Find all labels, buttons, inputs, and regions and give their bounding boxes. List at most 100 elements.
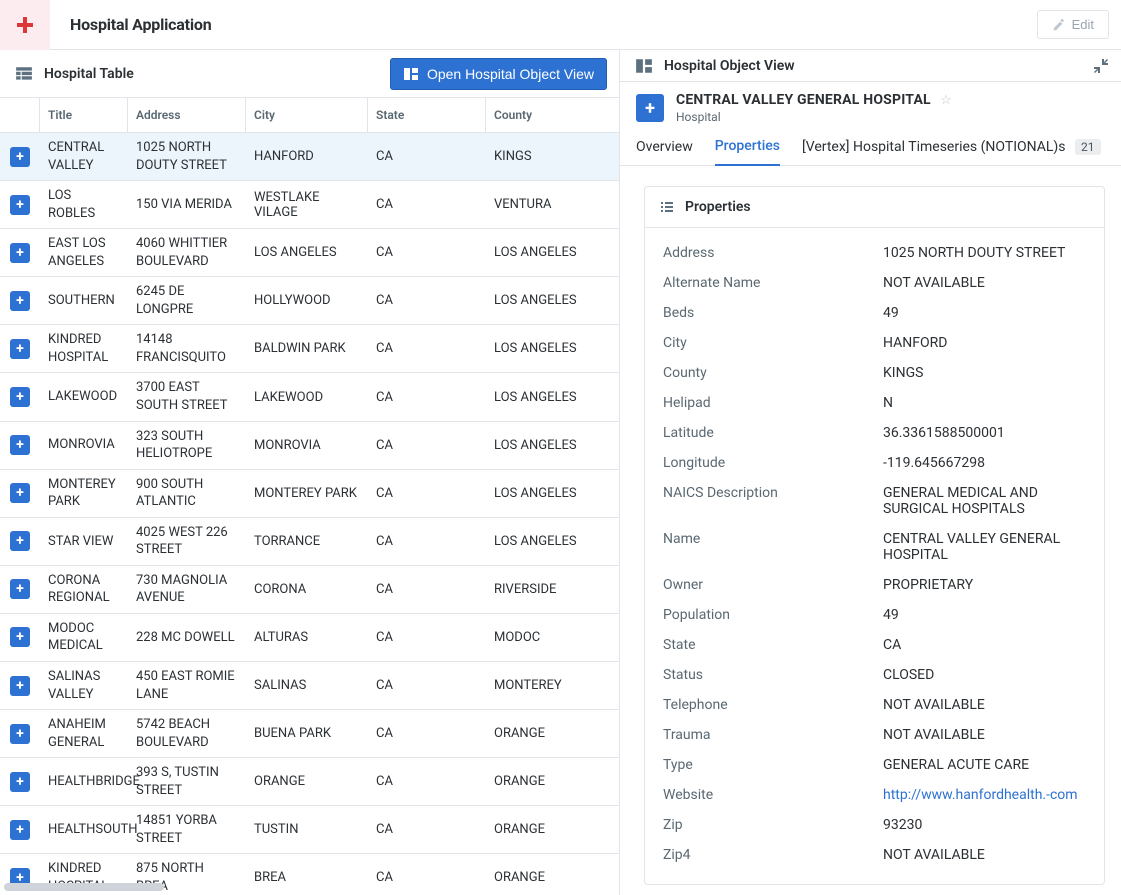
plus-icon[interactable]: + [10, 772, 30, 792]
horizontal-scrollbar[interactable] [4, 883, 164, 891]
property-label: Website [663, 787, 883, 803]
table-row[interactable]: +MONROVIA323 SOUTH HELIOTROPEMONROVIACAL… [0, 422, 619, 470]
property-value[interactable]: http://www.hanfordhealth.-com [883, 787, 1086, 803]
plus-icon[interactable]: + [10, 243, 30, 263]
cell-address: 150 VIA MERIDA [128, 190, 246, 220]
list-icon [659, 199, 675, 215]
table-row[interactable]: +KINDRED HOSPITAL14148 FRANCISQUITOBALDW… [0, 325, 619, 373]
table-icon [12, 65, 36, 83]
property-row: HelipadN [663, 388, 1086, 418]
table-row[interactable]: +LAKEWOOD3700 EAST SOUTH STREETLAKEWOODC… [0, 373, 619, 421]
table-row[interactable]: +ANAHEIM GENERAL5742 BEACH BOULEVARDBUEN… [0, 710, 619, 758]
plus-icon[interactable]: + [10, 147, 30, 167]
property-row: OwnerPROPRIETARY [663, 570, 1086, 600]
property-value: NOT AVAILABLE [883, 275, 1086, 291]
plus-icon[interactable]: + [10, 724, 30, 744]
app-logo-icon [0, 0, 50, 50]
cell-county: ORANGE [486, 816, 604, 843]
plus-icon[interactable]: + [10, 483, 30, 503]
table-row[interactable]: +LOS ROBLES150 VIA MERIDAWESTLAKE VILAGE… [0, 181, 619, 229]
cell-county: RIVERSIDE [486, 576, 604, 603]
plus-icon[interactable]: + [10, 820, 30, 840]
plus-icon[interactable]: + [10, 339, 30, 359]
cell-city: ALTURAS [246, 624, 368, 651]
tab-overview[interactable]: Overview [636, 139, 693, 165]
table-column-header: Title Address City State County [0, 98, 619, 133]
property-value: CA [883, 637, 1086, 653]
col-address[interactable]: Address [128, 98, 246, 132]
table-body: +CENTRAL VALLEY1025 NORTH DOUTY STREETHA… [0, 133, 619, 895]
plus-icon[interactable]: + [10, 195, 30, 215]
property-label: Population [663, 607, 883, 623]
cell-title: SALINAS VALLEY [40, 662, 128, 709]
col-city[interactable]: City [246, 98, 368, 132]
cell-title: CENTRAL VALLEY [40, 133, 128, 180]
right-panel: Hospital Object View + CENTRAL VALLEY GE… [620, 50, 1121, 895]
cell-state: CA [368, 191, 486, 218]
plus-icon[interactable]: + [10, 579, 30, 599]
property-label: Type [663, 757, 883, 773]
property-label: Status [663, 667, 883, 683]
col-county[interactable]: County [486, 98, 604, 132]
cell-county: LOS ANGELES [486, 287, 604, 314]
cell-title: HEALTHSOUTH [40, 815, 128, 845]
properties-card-title: Properties [685, 199, 751, 215]
cell-city: TORRANCE [246, 528, 368, 555]
table-row[interactable]: +MODOC MEDICAL228 MC DOWELLALTURASCAMODO… [0, 614, 619, 662]
cell-address: 323 SOUTH HELIOTROPE [128, 422, 246, 469]
cell-state: CA [368, 143, 486, 170]
cell-county: MONTEREY [486, 672, 604, 699]
plus-icon[interactable]: + [10, 387, 30, 407]
table-row[interactable]: +SOUTHERN6245 DE LONGPREHOLLYWOODCALOS A… [0, 277, 619, 325]
top-bar: Hospital Application Edit [0, 0, 1121, 50]
plus-icon[interactable]: + [10, 435, 30, 455]
table-row[interactable]: +STAR VIEW4025 WEST 226 STREETTORRANCECA… [0, 518, 619, 566]
cell-county: VENTURA [486, 191, 604, 218]
tab-timeseries[interactable]: [Vertex] Hospital Timeseries (NOTIONAL)s… [802, 139, 1101, 165]
table-row[interactable]: +SALINAS VALLEY450 EAST ROMIE LANESALINA… [0, 662, 619, 710]
property-value: CENTRAL VALLEY GENERAL HOSPITAL [883, 531, 1086, 563]
cell-city: BUENA PARK [246, 720, 368, 747]
table-row[interactable]: +EAST LOS ANGELES4060 WHITTIER BOULEVARD… [0, 229, 619, 277]
tab-properties[interactable]: Properties [715, 138, 780, 166]
property-value: NOT AVAILABLE [883, 847, 1086, 863]
property-label: Alternate Name [663, 275, 883, 291]
cell-address: 6245 DE LONGPRE [128, 277, 246, 324]
property-label: County [663, 365, 883, 381]
col-state[interactable]: State [368, 98, 486, 132]
table-row[interactable]: +HEALTHBRIDGE393 S, TUSTIN STREETORANGEC… [0, 758, 619, 806]
plus-icon[interactable]: + [10, 627, 30, 647]
cell-title: ANAHEIM GENERAL [40, 710, 128, 757]
property-row: Address1025 NORTH DOUTY STREET [663, 238, 1086, 268]
plus-icon[interactable]: + [10, 531, 30, 551]
table-row[interactable]: +MONTEREY PARK900 SOUTH ATLANTICMONTEREY… [0, 470, 619, 518]
object-badge-icon: + [636, 94, 664, 122]
cell-city: LAKEWOOD [246, 384, 368, 411]
property-label: Address [663, 245, 883, 261]
cell-city: HOLLYWOOD [246, 287, 368, 314]
table-row[interactable]: +HEALTHSOUTH14851 YORBA STREETTUSTINCAOR… [0, 806, 619, 854]
open-object-view-button[interactable]: Open Hospital Object View [390, 58, 607, 90]
cell-county: KINGS [486, 143, 604, 170]
table-row[interactable]: +CORONA REGIONAL730 MAGNOLIA AVENUECORON… [0, 566, 619, 614]
cell-address: 3700 EAST SOUTH STREET [128, 373, 246, 420]
properties-card: Properties Address1025 NORTH DOUTY STREE… [644, 186, 1105, 885]
cell-address: 4060 WHITTIER BOULEVARD [128, 229, 246, 276]
property-value: NOT AVAILABLE [883, 727, 1086, 743]
table-row[interactable]: +CENTRAL VALLEY1025 NORTH DOUTY STREETHA… [0, 133, 619, 181]
edit-button[interactable]: Edit [1037, 10, 1109, 39]
cell-city: LOS ANGELES [246, 239, 368, 266]
plus-icon[interactable]: + [10, 676, 30, 696]
property-label: Longitude [663, 455, 883, 471]
cell-state: CA [368, 624, 486, 651]
star-icon[interactable]: ☆ [940, 93, 952, 108]
cell-title: LAKEWOOD [40, 382, 128, 412]
cell-address: 228 MC DOWELL [128, 623, 246, 653]
cell-state: CA [368, 335, 486, 362]
collapse-icon[interactable] [1093, 58, 1109, 74]
property-row: StatusCLOSED [663, 660, 1086, 690]
plus-icon[interactable]: + [10, 291, 30, 311]
property-row: NameCENTRAL VALLEY GENERAL HOSPITAL [663, 524, 1086, 570]
col-title[interactable]: Title [40, 98, 128, 132]
cell-address: 900 SOUTH ATLANTIC [128, 470, 246, 517]
